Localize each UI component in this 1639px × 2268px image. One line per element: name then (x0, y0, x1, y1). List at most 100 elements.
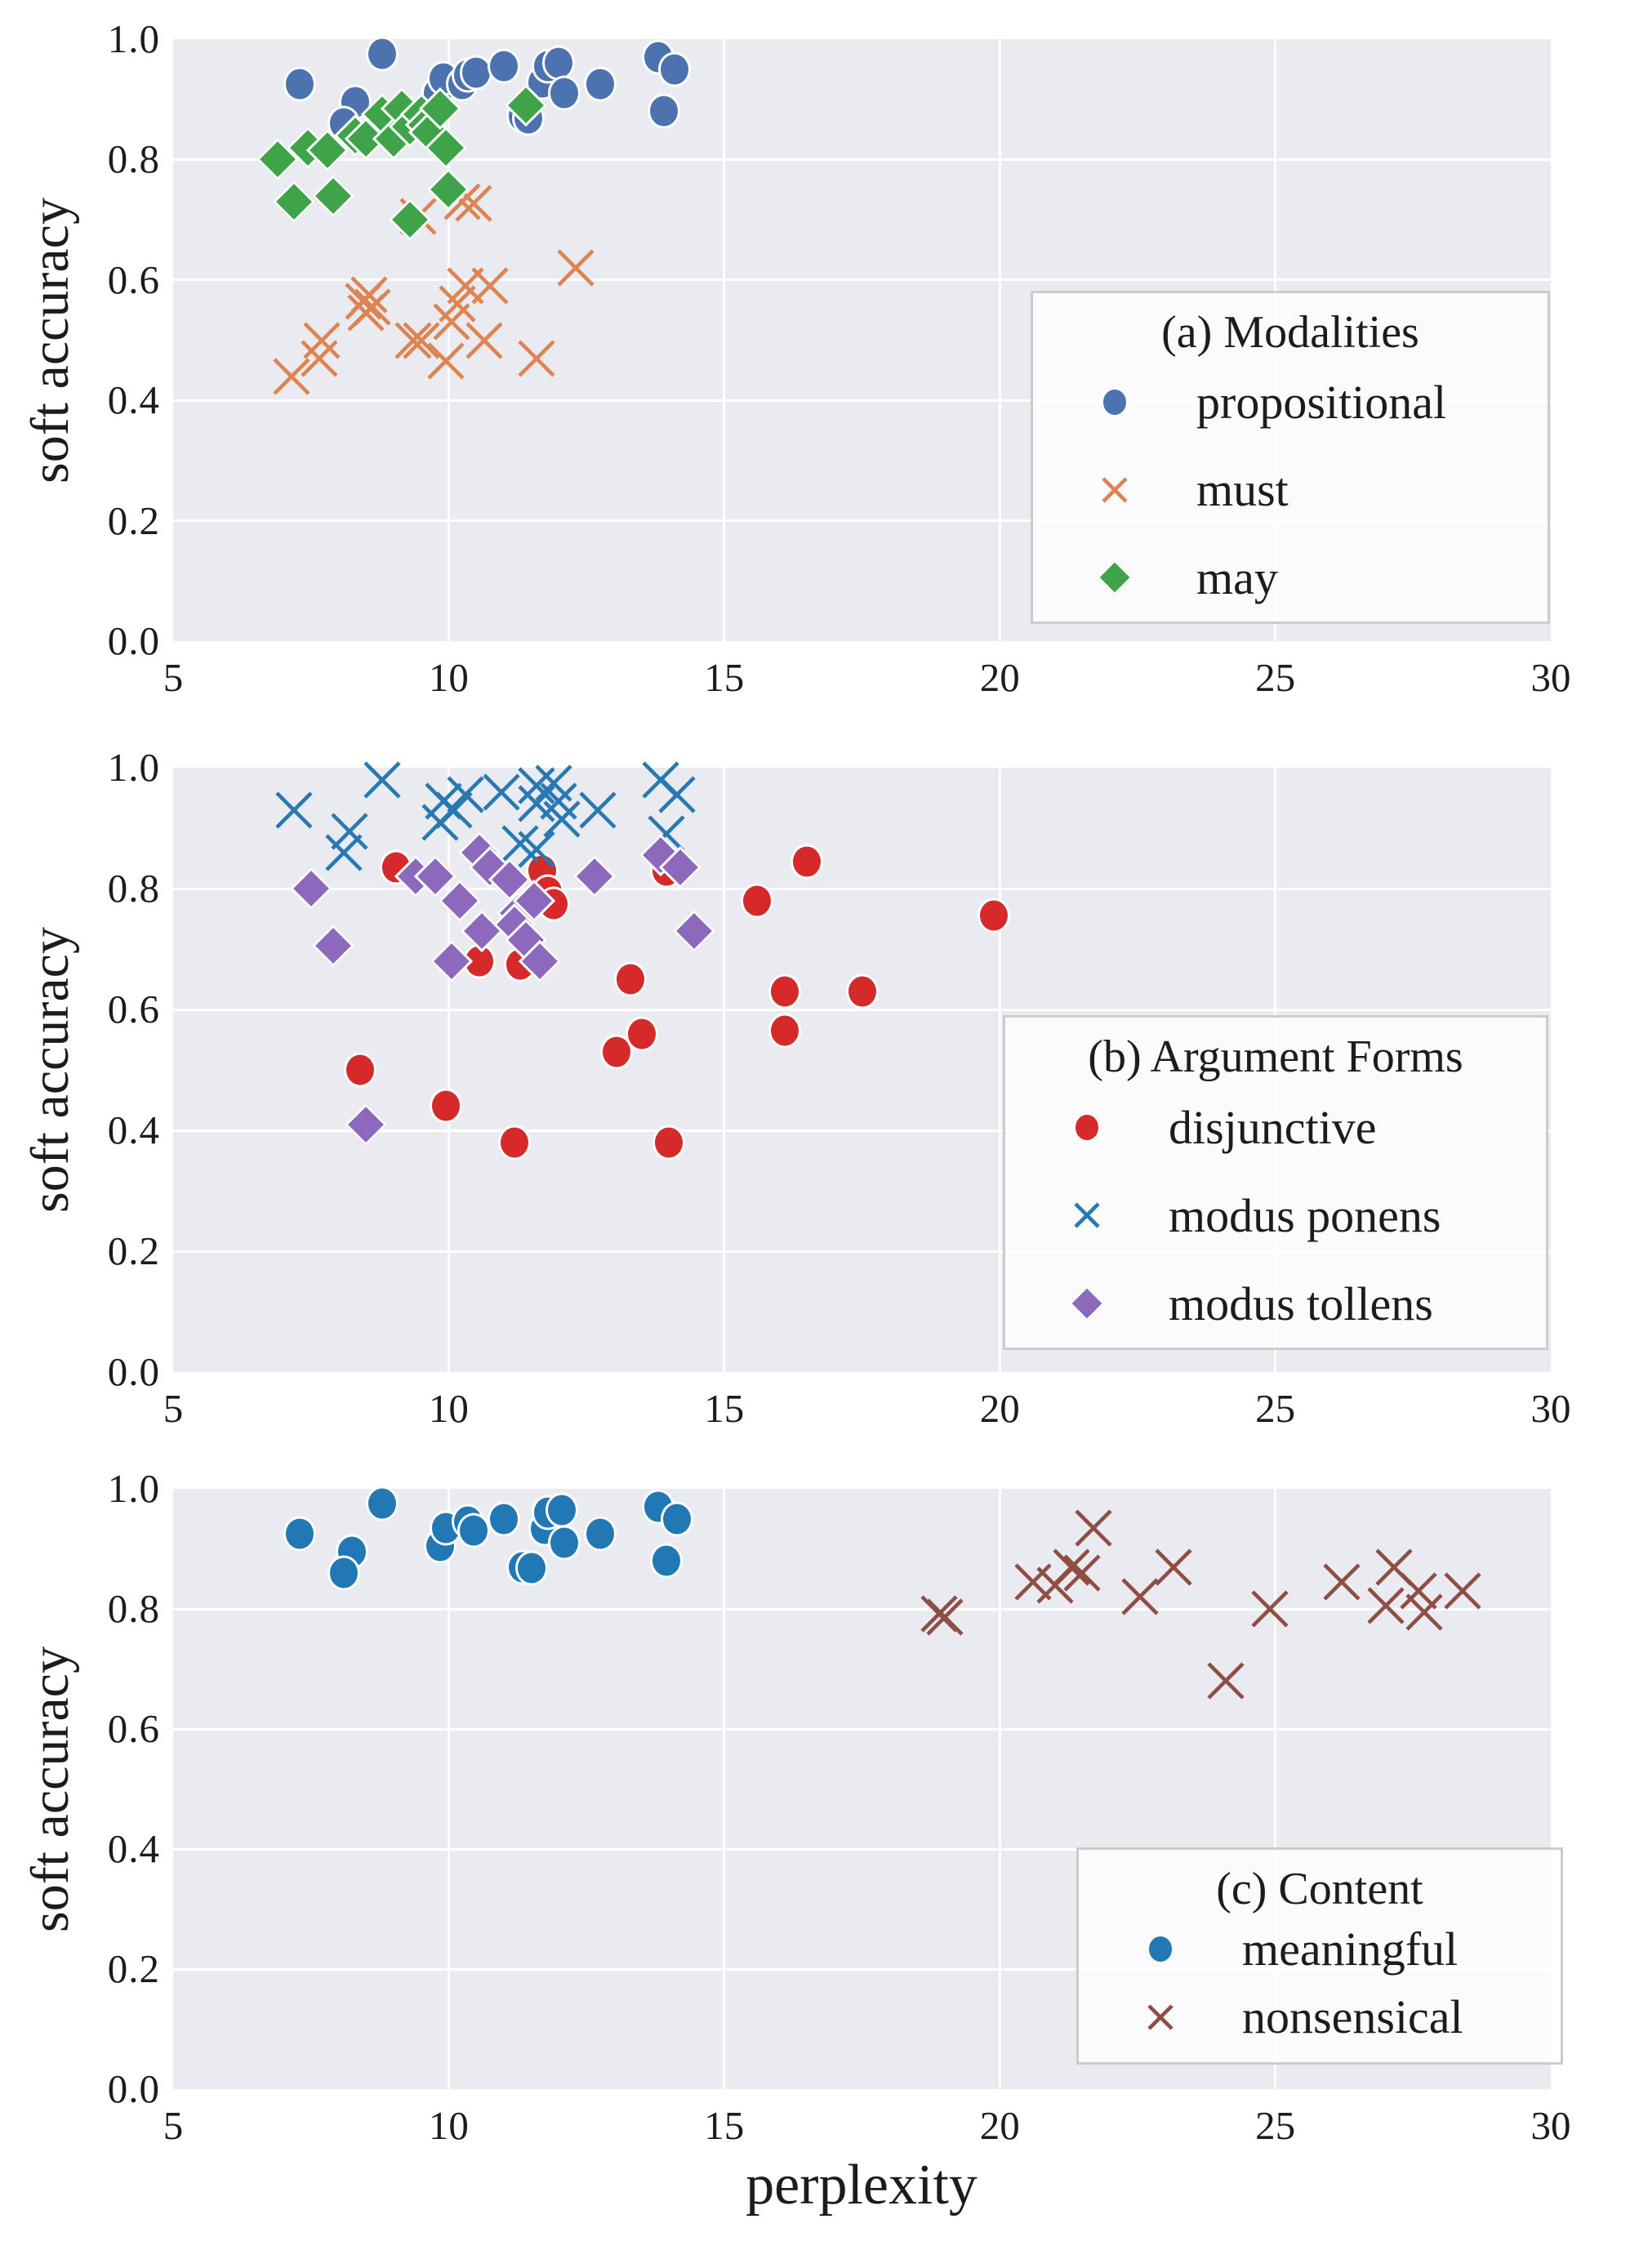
legend-b: (b) Argument Forms disjunctive modus ponen… (1003, 1015, 1548, 1350)
x-tick-label: 20 (979, 2103, 1020, 2148)
y-tick-label: 0.2 (107, 497, 160, 543)
data-point-disjunctive (768, 1013, 802, 1049)
data-point-modus-tollens (345, 1103, 388, 1146)
gridline-vertical (447, 768, 450, 1372)
data-point-must (518, 339, 555, 377)
data-point-propositional (366, 36, 399, 72)
data-point-modus-tollens (430, 939, 473, 983)
y-tick-label: 0.6 (107, 1706, 160, 1751)
data-point-nonsensical (1075, 1509, 1112, 1547)
x-tick-label: 5 (163, 655, 184, 700)
data-point-modus-tollens (573, 855, 617, 898)
legend-item-modus-ponens: modus ponens (1005, 1171, 1546, 1259)
gridline-horizontal (173, 278, 1551, 282)
x-tick-label: 5 (163, 2103, 184, 2148)
data-point-propositional (548, 75, 581, 111)
data-point-modus-ponens (658, 776, 697, 813)
gridline-horizontal (173, 1250, 1551, 1253)
legend-item-modus-tollens: modus tollens (1005, 1259, 1546, 1348)
legend-label: must (1196, 463, 1289, 517)
legend-label: modus ponens (1169, 1188, 1441, 1242)
data-point-nonsensical (1063, 1554, 1102, 1592)
data-point-nonsensical (1207, 1662, 1245, 1700)
data-point-disjunctive (652, 1125, 686, 1161)
data-point-must (438, 285, 476, 323)
data-point-meaningful (283, 1516, 317, 1552)
gridline-horizontal (173, 399, 1551, 402)
y-tick-label: 0.0 (107, 1349, 160, 1394)
legend-a: (a) Modalities propositional must may (1031, 291, 1550, 624)
x-marker-icon (1005, 1201, 1169, 1229)
x-tick-label: 15 (704, 655, 745, 700)
legend-label: disjunctive (1169, 1100, 1377, 1154)
data-point-disjunctive (768, 974, 802, 1009)
data-point-disjunctive (978, 898, 1011, 933)
data-point-propositional (487, 48, 520, 84)
x-tick-label: 10 (428, 2103, 469, 2148)
legend-item-nonsensical: nonsensical (1079, 1983, 1561, 2051)
data-point-propositional (542, 45, 576, 81)
data-point-nonsensical (1053, 1548, 1090, 1586)
data-point-modus-ponens (363, 761, 402, 799)
gridline-vertical (998, 1489, 1001, 2089)
data-point-disjunctive (614, 961, 648, 997)
y-tick-label: 0.2 (107, 1946, 160, 1991)
gridline-vertical (723, 39, 726, 641)
scatter-panel-modalities: soft accuracy 0.0 0.2 0.4 0.6 0.8 1.0 5 10 15 20 2… (0, 17, 1639, 700)
data-point-must (403, 321, 440, 359)
data-point-must (347, 294, 385, 332)
data-point-propositional (583, 66, 617, 102)
y-axis-label: soft accuracy (20, 927, 80, 1213)
data-point-nonsensical (1121, 1578, 1159, 1615)
x-tick-label: 25 (1255, 655, 1296, 700)
x-tick-label: 15 (704, 1386, 745, 1431)
data-point-may (311, 174, 354, 217)
data-point-propositional (283, 66, 317, 102)
gridline-vertical (447, 39, 450, 641)
diamond-marker-icon (1005, 1285, 1169, 1322)
data-point-must (427, 342, 465, 380)
data-point-meaningful (545, 1492, 578, 1528)
y-tick-label: 0.4 (107, 1826, 160, 1871)
data-point-modus-tollens (672, 909, 715, 952)
data-point-disjunctive (430, 1088, 463, 1124)
data-point-meaningful (457, 1513, 490, 1548)
data-point-modus-ponens (482, 773, 520, 811)
data-point-modus-ponens (275, 791, 314, 829)
data-point-disjunctive (344, 1052, 377, 1088)
gridline-horizontal (173, 1847, 1551, 1851)
gridline-vertical (998, 39, 1001, 641)
gridline-horizontal (173, 1008, 1551, 1011)
data-point-modus-ponens (325, 833, 363, 871)
data-point-nonsensical (1444, 1572, 1481, 1610)
y-axis-label: soft accuracy (20, 197, 80, 483)
data-point-propositional (647, 93, 680, 129)
x-marker-icon (1079, 2003, 1242, 2031)
y-tick-label: 0.8 (107, 866, 160, 911)
data-point-must (394, 321, 432, 359)
data-point-meaningful (327, 1555, 361, 1591)
data-point-must (556, 249, 595, 287)
circle-marker-icon (1033, 387, 1196, 418)
gridline-vertical (447, 1489, 450, 2089)
legend-label: nonsensical (1242, 1990, 1463, 2043)
x-marker-icon (1033, 476, 1196, 504)
data-point-nonsensical (1322, 1563, 1361, 1601)
data-point-meaningful (661, 1501, 694, 1537)
x-tick-label: 10 (428, 655, 469, 700)
x-axis-label: perplexity (746, 2154, 978, 2217)
x-tick-label: 5 (163, 1386, 184, 1431)
data-point-modus-tollens (311, 925, 354, 968)
scatter-panel-argument-forms: soft accuracy 0.0 0.2 0.4 0.6 0.8 1.0 5 10 15 20 2… (0, 746, 1639, 1431)
gridline-horizontal (173, 1129, 1551, 1132)
y-tick-label: 1.0 (107, 1466, 160, 1511)
y-tick-label: 0.0 (107, 618, 160, 663)
data-point-meaningful (548, 1525, 581, 1561)
x-tick-label: 20 (979, 1386, 1020, 1431)
data-point-disjunctive (791, 844, 824, 880)
data-point-disjunctive (600, 1034, 634, 1070)
x-tick-label: 10 (428, 1386, 469, 1431)
data-point-nonsensical (1251, 1590, 1289, 1628)
legend-item-meaningful: meaningful (1079, 1915, 1561, 1983)
